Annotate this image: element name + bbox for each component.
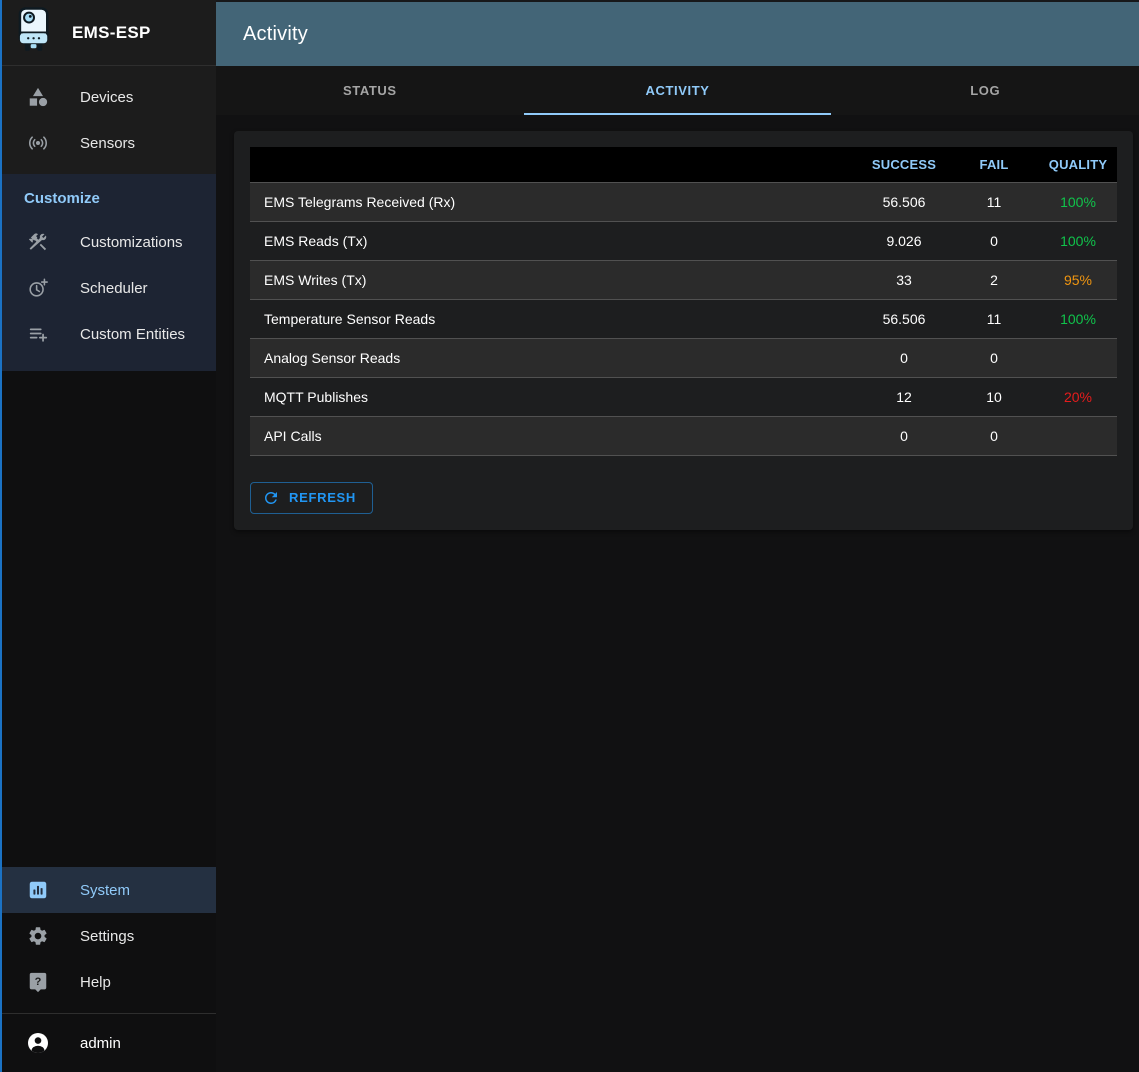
fail-value: 11	[949, 182, 1039, 222]
refresh-icon	[262, 489, 280, 507]
sidebar-customize-section: Customize Customizations Scheduler Custo…	[0, 174, 216, 371]
user-label: admin	[80, 1034, 121, 1052]
playlist-add-icon	[26, 322, 50, 346]
fail-value: 0	[949, 338, 1039, 378]
content-area: SUCCESS FAIL QUALITY EMS Telegrams Recei…	[216, 115, 1139, 1072]
account-circle-icon	[26, 1031, 50, 1055]
fail-value: 2	[949, 260, 1039, 300]
activity-name: EMS Telegrams Received (Rx)	[250, 182, 859, 222]
sidebar-item-settings[interactable]: Settings	[0, 913, 216, 959]
fail-value: 0	[949, 416, 1039, 456]
top-strip	[216, 0, 1139, 2]
table-header: SUCCESS FAIL QUALITY	[250, 147, 1117, 183]
column-header-fail: FAIL	[949, 147, 1039, 183]
sidebar-item-system[interactable]: System	[0, 867, 216, 913]
table-row: Analog Sensor Reads 0 0	[250, 338, 1117, 378]
column-header-success: SUCCESS	[859, 147, 949, 183]
sidebar-item-scheduler[interactable]: Scheduler	[0, 265, 216, 311]
sidebar-item-sensors[interactable]: Sensors	[0, 120, 216, 166]
app-bar: Activity	[216, 2, 1139, 66]
sidebar-item-devices[interactable]: Devices	[0, 74, 216, 120]
sidebar-item-custom-entities[interactable]: Custom Entities	[0, 311, 216, 357]
more-time-icon	[26, 276, 50, 300]
help-icon: ?	[26, 970, 50, 994]
sidebar-item-label: Customizations	[80, 233, 183, 251]
success-value: 9.026	[859, 221, 949, 261]
sidebar-item-help[interactable]: ? Help	[0, 959, 216, 1005]
activity-name: EMS Writes (Tx)	[250, 260, 859, 300]
fail-value: 0	[949, 221, 1039, 261]
app-title: EMS-ESP	[72, 22, 151, 42]
sidebar-item-label: Custom Entities	[80, 325, 186, 343]
fail-value: 10	[949, 377, 1039, 417]
tab-log[interactable]: LOG	[970, 83, 1001, 98]
table-row: EMS Writes (Tx) 33 2 95%	[250, 260, 1117, 300]
sidebar-item-label: Devices	[80, 88, 134, 106]
window-left-accent	[0, 0, 2, 1072]
activity-name: Temperature Sensor Reads	[250, 299, 859, 339]
success-value: 0	[859, 416, 949, 456]
page-title: Activity	[243, 22, 308, 45]
fail-value: 11	[949, 299, 1039, 339]
quality-value	[1039, 416, 1117, 456]
construction-icon	[26, 230, 50, 254]
sidebar-item-label: Scheduler	[80, 279, 148, 297]
quality-value: 100%	[1039, 221, 1117, 261]
table-row: EMS Telegrams Received (Rx) 56.506 11 10…	[250, 182, 1117, 222]
analytics-icon	[26, 878, 50, 902]
quality-value	[1039, 338, 1117, 378]
quality-value: 20%	[1039, 377, 1117, 417]
customize-section-label: Customize	[24, 190, 100, 207]
success-value: 56.506	[859, 299, 949, 339]
sidebar-item-label: Settings	[80, 927, 135, 945]
success-value: 12	[859, 377, 949, 417]
app-logo-header: EMS-ESP	[0, 0, 216, 66]
refresh-button[interactable]: REFRESH	[250, 481, 374, 514]
activity-card: SUCCESS FAIL QUALITY EMS Telegrams Recei…	[234, 131, 1133, 530]
sidebar-item-label: System	[80, 881, 131, 899]
sidebar-user-admin[interactable]: admin	[0, 1013, 216, 1072]
sidebar-spacer	[0, 371, 216, 867]
success-value: 0	[859, 338, 949, 378]
table-row: MQTT Publishes 12 10 20%	[250, 377, 1117, 417]
sidebar-main-nav: Devices Sensors	[0, 66, 216, 174]
svg-text:?: ?	[35, 976, 42, 988]
main-area: Activity STATUS ACTIVITY LOG SUCCESS FAI…	[216, 0, 1139, 1072]
gear-icon	[26, 924, 50, 948]
table-row: API Calls 0 0	[250, 416, 1117, 456]
table-row: EMS Reads (Tx) 9.026 0 100%	[250, 221, 1117, 261]
column-header-quality: QUALITY	[1039, 147, 1117, 183]
quality-value: 100%	[1039, 299, 1117, 339]
activity-table: SUCCESS FAIL QUALITY EMS Telegrams Recei…	[250, 147, 1117, 456]
tab-status[interactable]: STATUS	[343, 83, 397, 98]
quality-value: 95%	[1039, 260, 1117, 300]
refresh-button-label: REFRESH	[289, 490, 357, 505]
sidebar-item-customizations[interactable]: Customizations	[0, 219, 216, 265]
tab-activity[interactable]: ACTIVITY	[523, 66, 832, 115]
activity-name: EMS Reads (Tx)	[250, 221, 859, 261]
sidebar: EMS-ESP Devices Sensors Customize Custom…	[0, 0, 216, 1072]
sidebar-item-label: Help	[80, 973, 111, 991]
sensors-icon	[26, 131, 50, 155]
sidebar-item-label: Sensors	[80, 134, 136, 152]
success-value: 33	[859, 260, 949, 300]
activity-name: Analog Sensor Reads	[250, 338, 859, 378]
success-value: 56.506	[859, 182, 949, 222]
activity-name: MQTT Publishes	[250, 377, 859, 417]
devices-icon	[26, 85, 50, 109]
tab-bar: STATUS ACTIVITY LOG	[216, 66, 1139, 115]
column-header-name	[250, 147, 859, 183]
quality-value: 100%	[1039, 182, 1117, 222]
activity-name: API Calls	[250, 416, 859, 456]
boiler-logo-icon	[14, 6, 54, 59]
table-row: Temperature Sensor Reads 56.506 11 100%	[250, 299, 1117, 339]
